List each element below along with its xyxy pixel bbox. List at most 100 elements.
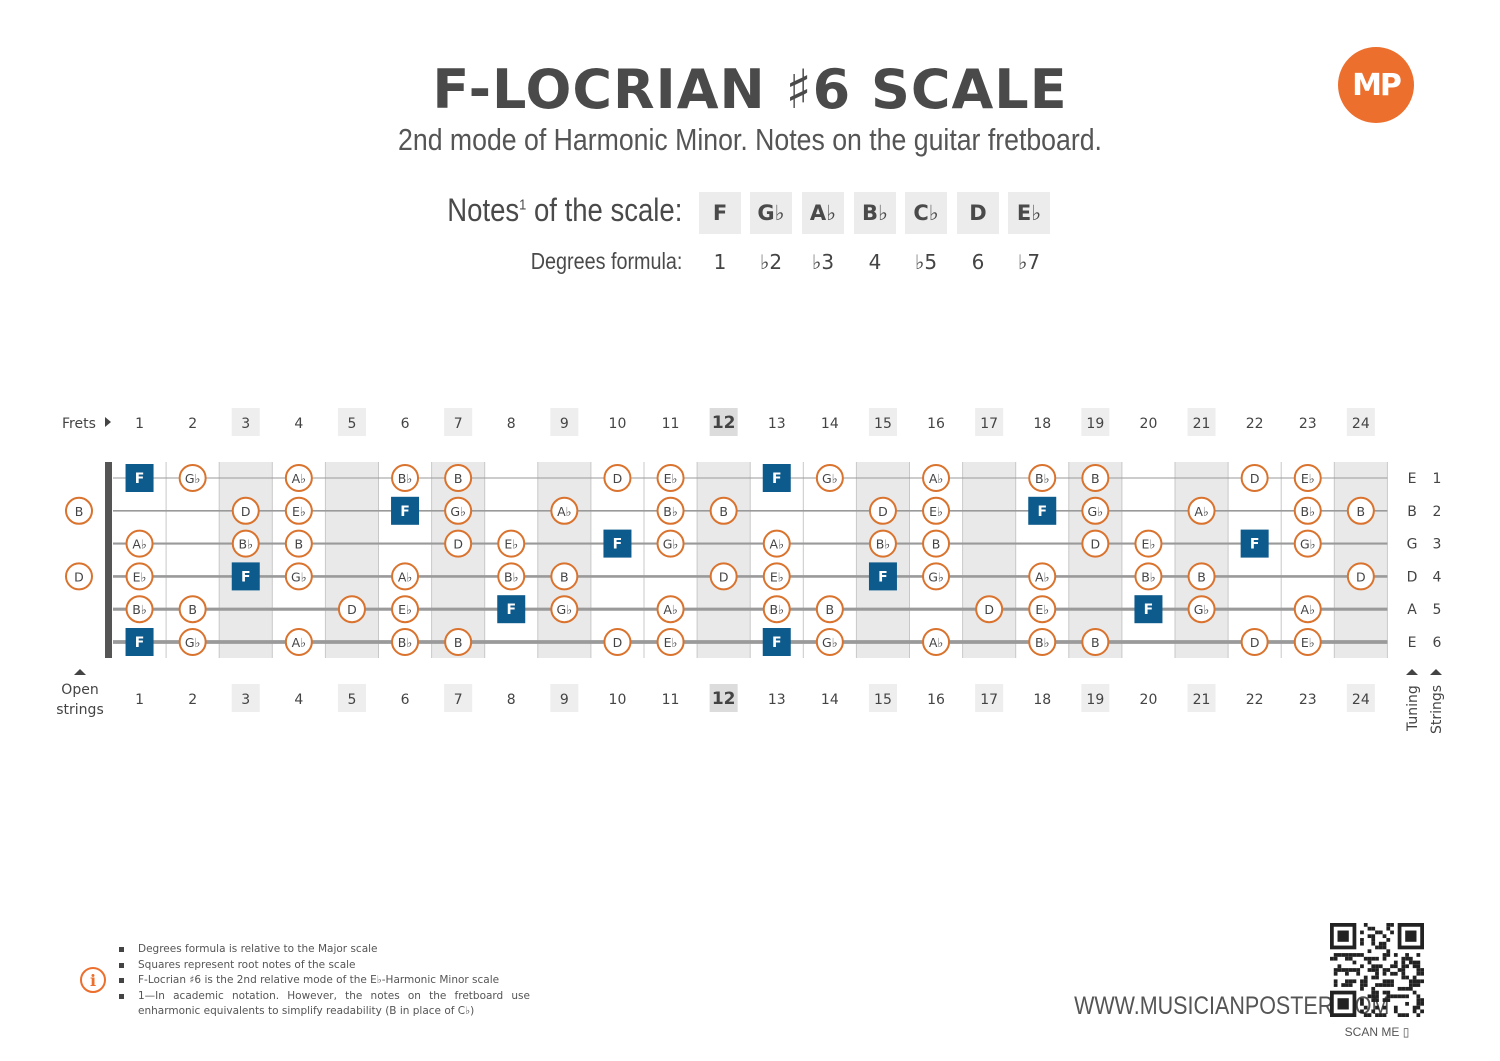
qr-module <box>1416 971 1421 976</box>
fret-note-label: B <box>932 537 941 552</box>
scale-degree: ♭7 <box>1017 250 1041 274</box>
qr-module <box>1412 1009 1417 1014</box>
fret-number-box <box>444 684 473 712</box>
fret-note <box>762 529 791 558</box>
qr-module <box>1375 975 1379 980</box>
fret-note-label: E♭ <box>929 504 943 519</box>
fret-number: 10 <box>609 416 627 432</box>
qr-module <box>1341 953 1346 957</box>
qr-module <box>1356 971 1361 976</box>
qr-module <box>1390 983 1394 987</box>
fret-note <box>178 628 207 656</box>
fret-note <box>391 628 420 656</box>
qr-module <box>1371 956 1376 961</box>
fret-note-label: B♭ <box>132 602 146 617</box>
fret-number-box <box>231 684 260 712</box>
qr-module <box>1371 968 1376 972</box>
fret-note-root <box>125 464 154 492</box>
qr-module <box>1375 968 1379 972</box>
qr-module <box>1405 930 1417 942</box>
qr-module <box>1412 979 1417 984</box>
fret-number: 6 <box>401 692 410 708</box>
fret-number: 22 <box>1246 692 1264 708</box>
fret-note <box>1293 496 1322 525</box>
fret-note <box>1346 496 1375 525</box>
fret-note <box>709 562 738 591</box>
qr-module <box>1367 926 1372 931</box>
fret-note-label: F <box>135 471 145 487</box>
qr-module <box>1412 960 1417 965</box>
qr-module <box>1345 979 1349 984</box>
qr-module <box>1348 979 1353 984</box>
fret-number-box <box>1187 408 1216 436</box>
qr-module <box>1360 941 1364 946</box>
fret-number: 24 <box>1352 416 1370 432</box>
fret-note <box>1240 464 1269 492</box>
fret-number-box <box>709 408 738 436</box>
fret-number: 11 <box>662 692 680 708</box>
fret-number: 23 <box>1299 692 1317 708</box>
qr-module <box>1375 1013 1379 1017</box>
fret-note-root <box>125 628 154 656</box>
fret-number: 3 <box>241 692 250 708</box>
fret-note-label: B <box>188 602 197 617</box>
fret-highlight <box>537 462 591 658</box>
fret-note <box>815 595 844 624</box>
qr-module <box>1345 953 1349 957</box>
fret-note <box>1028 562 1057 591</box>
qr-module <box>1382 934 1387 939</box>
fret-note-label: A♭ <box>292 471 306 486</box>
qr-module <box>1333 979 1338 984</box>
scale-degree: ♭5 <box>914 250 938 274</box>
qr-module <box>1393 960 1398 965</box>
qr-module <box>1397 1013 1402 1017</box>
fret-note <box>550 595 579 624</box>
fret-note-label: A♭ <box>1301 602 1315 617</box>
qr-module <box>1360 979 1364 984</box>
qr-module <box>1352 968 1357 972</box>
fret-note-label: B <box>1357 504 1366 519</box>
qr-module <box>1333 983 1338 987</box>
fret-number: 1 <box>135 416 144 432</box>
qr-module <box>1378 964 1383 969</box>
qr-module <box>1382 968 1387 972</box>
fret-note-root <box>868 562 897 591</box>
qr-module <box>1401 1013 1406 1017</box>
fret-number: 8 <box>507 416 516 432</box>
qr-module <box>1371 941 1376 946</box>
fret-number-box <box>1346 684 1375 712</box>
fret-note-label: G♭ <box>557 602 573 617</box>
fret-note-label: D <box>1091 537 1101 552</box>
string-number: 5 <box>1433 602 1442 618</box>
fret-number-box <box>550 684 579 712</box>
fret-note <box>444 464 473 492</box>
qr-module <box>1386 949 1391 954</box>
scale-degree: 4 <box>868 250 882 274</box>
fret-number-box <box>1346 408 1375 436</box>
qr-module <box>1375 990 1379 995</box>
qr-module <box>1401 975 1406 980</box>
qr-module <box>1408 979 1413 984</box>
fret-note <box>231 496 260 525</box>
qr-module <box>1337 964 1342 969</box>
qr-code[interactable] <box>1330 923 1424 1017</box>
fret-note-label: B♭ <box>504 569 518 584</box>
degrees-label: Degrees formula: <box>530 248 682 274</box>
qr-module <box>1333 953 1338 957</box>
fret-note <box>815 628 844 656</box>
fret-number: 5 <box>347 692 356 708</box>
brand-logo[interactable]: MP <box>1338 47 1414 123</box>
fret-note-label: A♭ <box>557 504 571 519</box>
qr-module <box>1375 983 1379 987</box>
qr-module <box>1360 1001 1364 1006</box>
qr-module <box>1405 1013 1409 1017</box>
fret-number: 12 <box>712 413 736 433</box>
fret-note <box>337 595 366 624</box>
tuning-note: D <box>1407 569 1418 585</box>
fret-note-label: B <box>454 635 463 650</box>
fret-number-box <box>868 408 897 436</box>
fret-note-label: D <box>878 504 888 519</box>
fret-highlight <box>431 462 485 658</box>
qr-module <box>1393 953 1398 957</box>
website-link[interactable]: WWW.MUSICIANPOSTER.COM <box>1074 992 1390 1020</box>
